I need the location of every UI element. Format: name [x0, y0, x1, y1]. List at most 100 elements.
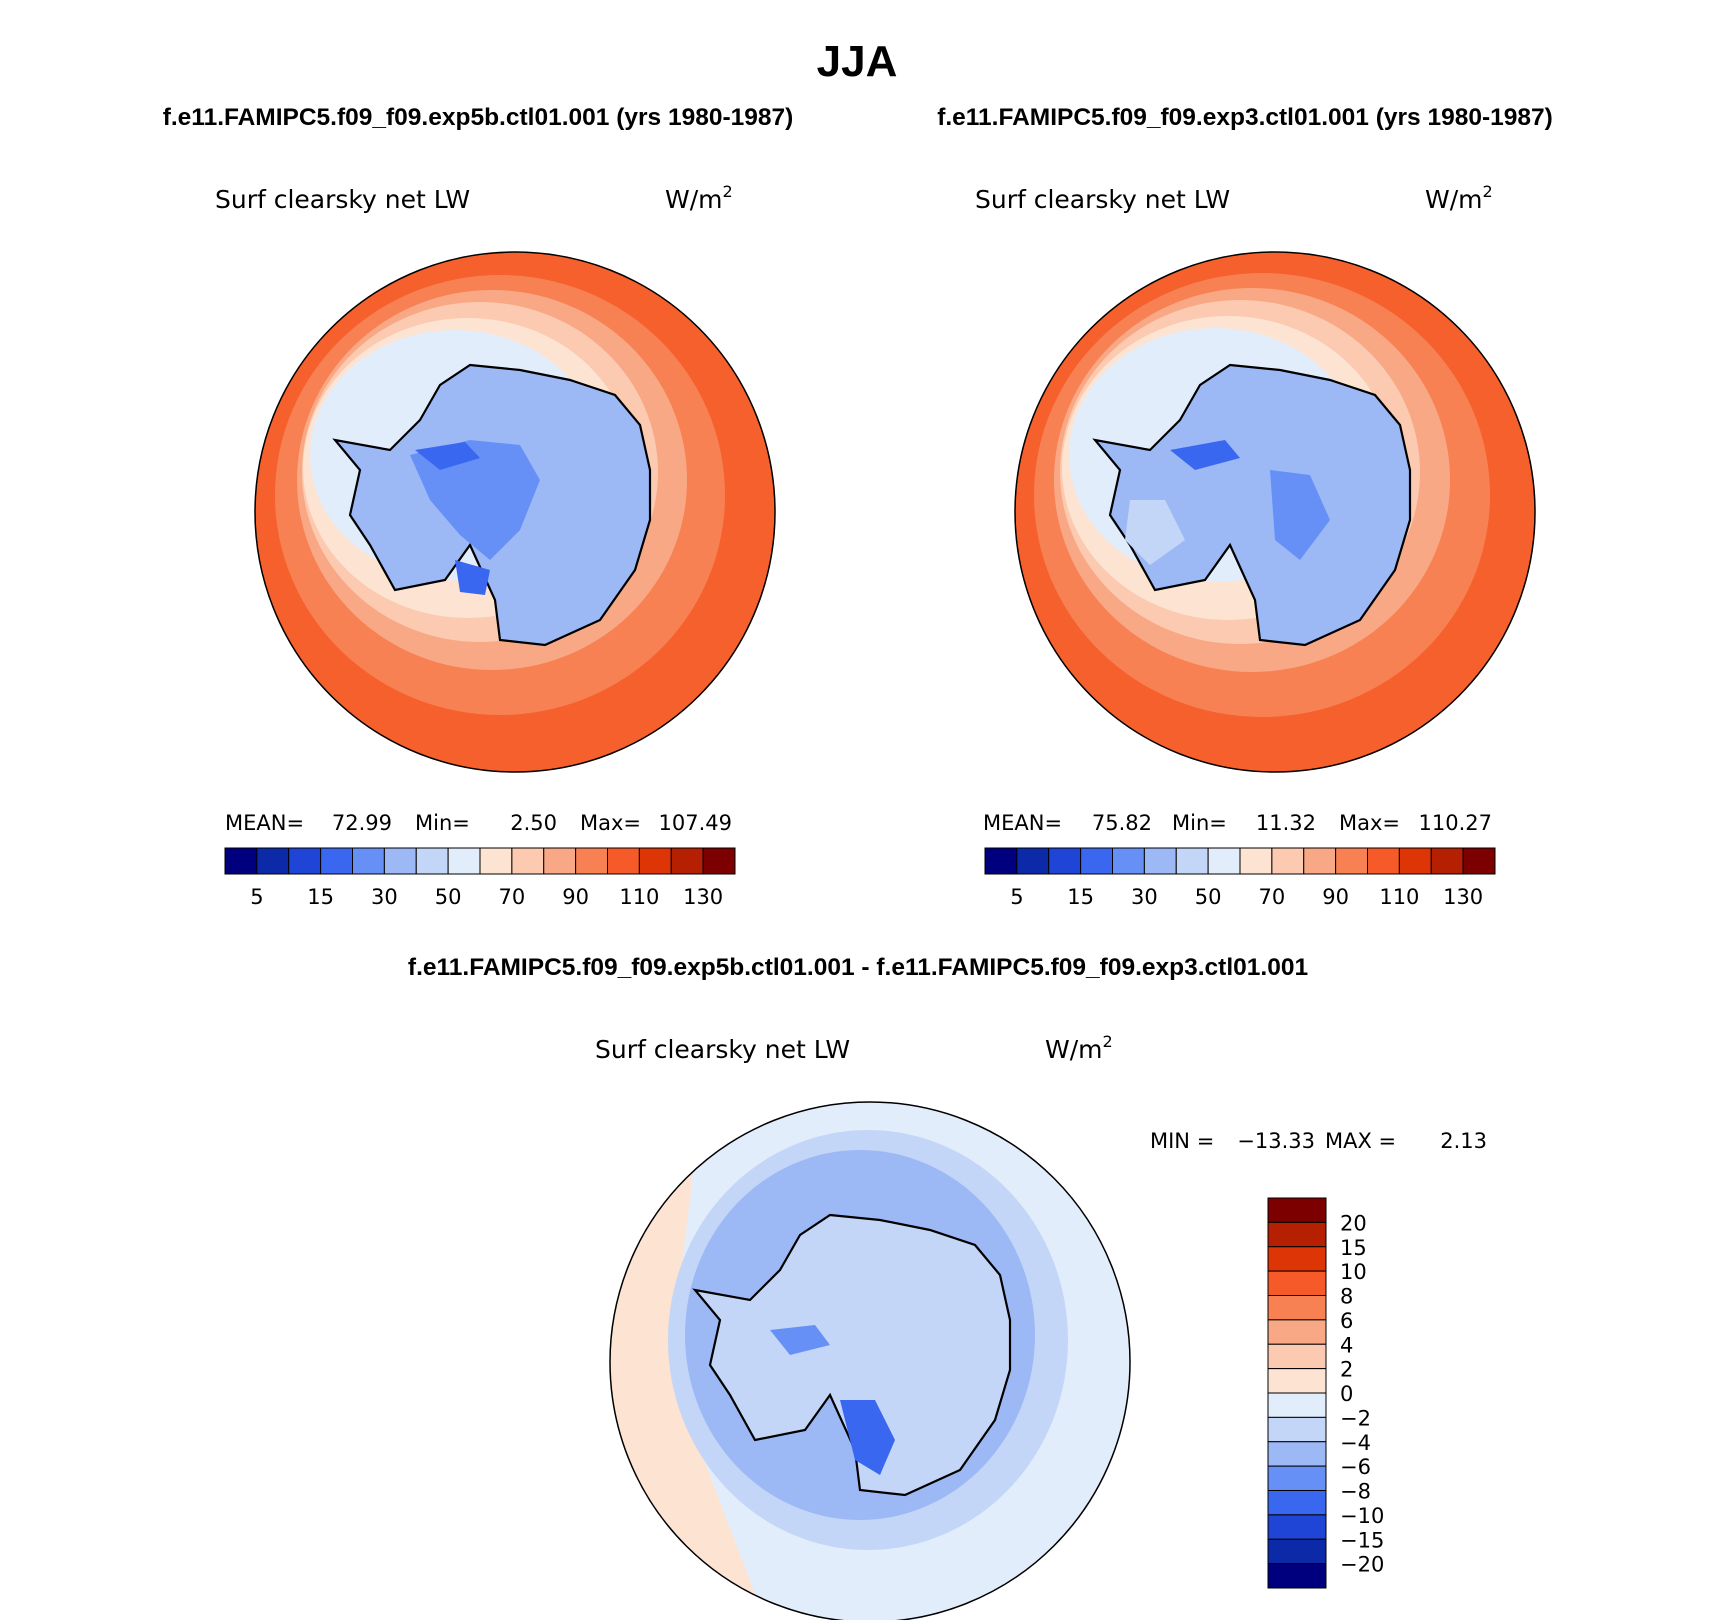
colorbar-tick-label: −6: [1340, 1455, 1371, 1479]
colorbar-swatch: [702, 847, 736, 875]
min-label: Min=: [415, 811, 470, 835]
interior-min: [415, 442, 480, 470]
colorbar-tick-label: 15: [307, 885, 334, 909]
colorbar-swatch: [670, 847, 704, 875]
panel-title-diff: f.e11.FAMIPC5.f09_f09.exp5b.ctl01.001 - …: [408, 954, 1308, 981]
colorbar-tick-label: 70: [1259, 885, 1286, 909]
min-value: −13.33: [1237, 1129, 1315, 1153]
colorbar-swatch: [1335, 847, 1368, 875]
colorbar-right: 5 15 30 50 70 90 110 130: [984, 847, 1496, 909]
colorbar-swatch: [1143, 847, 1177, 875]
units-base: W/m: [1045, 1035, 1103, 1064]
colorbar-tick-label: −8: [1340, 1480, 1371, 1504]
colorbar-swatch: [383, 847, 417, 875]
panel-title-right: f.e11.FAMIPC5.f09_f09.exp3.ctl01.001 (yr…: [937, 104, 1553, 131]
colorbar-left: 5 15 30 50 70 90 110 130: [224, 847, 736, 909]
map-boundary: [1014, 251, 1536, 773]
units-label-left: W/m2: [665, 182, 733, 214]
colorbar-swatch: [1048, 847, 1082, 875]
units-base: W/m: [665, 185, 723, 214]
colorbar-swatch: [543, 847, 577, 875]
colorbar-swatch: [1207, 847, 1241, 875]
colorbar-tick-label: 50: [1195, 885, 1222, 909]
colorbar-swatch: [1267, 1392, 1327, 1418]
min-label: MIN =: [1150, 1129, 1214, 1153]
colorbar-swatch: [1080, 847, 1113, 875]
variable-label-left: Surf clearsky net LW: [215, 185, 470, 214]
colorbar-tick-label: 8: [1340, 1285, 1353, 1309]
colorbar-swatch: [320, 847, 353, 875]
colorbar-swatch: [1267, 1295, 1327, 1321]
colorbar-swatch: [1367, 847, 1400, 875]
colorbar-swatch: [1303, 847, 1337, 875]
interior-low: [840, 1400, 895, 1475]
colorbar-swatch: [607, 847, 640, 875]
colorbar-swatch: [1267, 1270, 1327, 1296]
units-label-right: W/m2: [1425, 182, 1493, 214]
interior-low: [1270, 470, 1330, 560]
colorbar-tick-label: 15: [1067, 885, 1094, 909]
colorbar-tick-label: −20: [1340, 1553, 1384, 1577]
colorbar-swatch: [1267, 1319, 1327, 1345]
colorbar-swatch: [638, 847, 672, 875]
colorbar-swatch: [415, 847, 449, 875]
min-value: 2.50: [510, 811, 557, 835]
polar-map-right: [1014, 251, 1536, 773]
mean-label: MEAN=: [983, 811, 1062, 835]
colorbar-tick-label: −4: [1340, 1431, 1371, 1455]
colorbar-tick-label: 5: [250, 885, 263, 909]
colorbar-tick-label: 110: [619, 885, 659, 909]
colorbar-tick-label: 90: [1322, 885, 1349, 909]
colorbar-swatch: [1267, 1197, 1327, 1223]
colorbar-tick-label: 30: [371, 885, 398, 909]
colorbar-swatch: [1267, 1416, 1327, 1443]
interior-min-2: [455, 560, 490, 595]
colorbar-swatch: [1271, 847, 1305, 875]
colorbar-swatch: [1267, 1538, 1327, 1565]
colorbar-swatch: [1267, 1343, 1327, 1370]
max-label: Max=: [1339, 811, 1400, 835]
colorbar-tick-label: 20: [1340, 1211, 1367, 1235]
colorbar-swatch: [1239, 847, 1273, 875]
colorbar-swatch: [1267, 1246, 1327, 1272]
mean-value: 75.82: [1092, 811, 1152, 835]
colorbar-swatch: [575, 847, 608, 875]
polar-map-left: [254, 251, 776, 773]
stats-diff: MIN = −13.33 MAX = 2.13: [1150, 1129, 1487, 1153]
stats-right: MEAN= 75.82 Min= 11.32 Max= 110.27: [983, 811, 1492, 835]
colorbar-tick-label: 4: [1340, 1333, 1353, 1357]
colorbar-tick-label: 70: [499, 885, 526, 909]
colorbar-swatch: [984, 847, 1018, 875]
colorbar-swatch: [1112, 847, 1145, 875]
colorbar-swatch: [288, 847, 322, 875]
units-label-diff: W/m2: [1045, 1032, 1113, 1064]
units-exponent: 2: [723, 182, 733, 201]
colorbar-swatch: [1267, 1441, 1327, 1467]
variable-label-right: Surf clearsky net LW: [975, 185, 1230, 214]
colorbar-swatch: [511, 847, 545, 875]
interior-min: [1170, 440, 1240, 470]
colorbar-tick-label: 10: [1340, 1260, 1367, 1284]
min-value: 11.32: [1256, 811, 1316, 835]
antarctica-landmass: [1092, 363, 1412, 647]
colorbar-tick-label: 90: [562, 885, 589, 909]
colorbar-swatch: [1462, 847, 1496, 875]
colorbar-swatch: [447, 847, 481, 875]
colorbar-swatch: [1398, 847, 1432, 875]
map-boundary: [254, 251, 776, 773]
map-boundary: [609, 1101, 1131, 1620]
stats-left: MEAN= 72.99 Min= 2.50 Max= 107.49: [225, 811, 732, 835]
panel-title-left: f.e11.FAMIPC5.f09_f09.exp5b.ctl01.001 (y…: [163, 104, 794, 131]
polar-map-diff: [609, 1101, 1131, 1620]
colorbar-swatch: [1267, 1514, 1327, 1540]
max-value: 110.27: [1419, 811, 1492, 835]
colorbar-swatch: [479, 847, 513, 875]
units-exponent: 2: [1483, 182, 1493, 201]
colorbar-swatch: [1175, 847, 1209, 875]
interior-low-2: [770, 1325, 830, 1355]
colorbar-tick-label: −10: [1340, 1504, 1384, 1528]
colorbar-tick-label: 5: [1010, 885, 1023, 909]
mean-label: MEAN=: [225, 811, 304, 835]
max-value: 107.49: [659, 811, 732, 835]
colorbar-swatch: [1267, 1490, 1327, 1516]
